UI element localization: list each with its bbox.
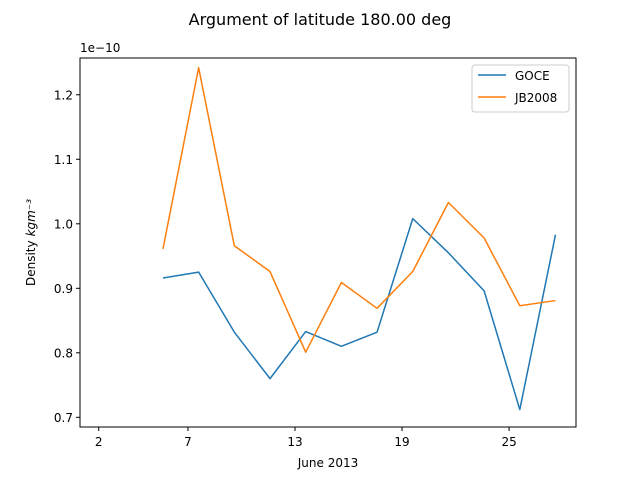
- x-tick-label: 7: [184, 435, 192, 449]
- x-tick-label: 25: [501, 435, 516, 449]
- y-tick-label: 1.2: [54, 88, 73, 102]
- legend-label-jb2008: JB2008: [514, 91, 557, 105]
- x-tick-label: 2: [95, 435, 103, 449]
- y-axis-label-unit: kgm⁻³: [24, 199, 38, 237]
- y-tick-label: 1.0: [54, 217, 73, 231]
- series-line-jb2008: [162, 66, 556, 353]
- chart-title: Argument of latitude 180.00 deg: [189, 10, 452, 29]
- y-tick-label: 0.8: [54, 346, 73, 360]
- legend-frame: [471, 64, 570, 113]
- y-axis-label-text: Density: [24, 240, 38, 286]
- axes-frame: [79, 57, 577, 428]
- y-offset-label: 1e−10: [80, 41, 120, 55]
- series-layer: [162, 66, 557, 411]
- series-line-goce: [162, 217, 557, 411]
- legend-label-goce: GOCE: [515, 69, 550, 83]
- x-tick-label: 13: [287, 435, 302, 449]
- y-axis-label: Density kgm⁻³: [24, 199, 38, 286]
- legend: GOCE JB2008: [471, 64, 570, 113]
- y-tick-label: 0.9: [54, 282, 73, 296]
- y-axis-ticks: 0.7 0.8 0.9 1.0 1.1 1.2: [54, 88, 80, 425]
- plot-area: [79, 57, 577, 428]
- x-tick-label: 19: [394, 435, 409, 449]
- y-tick-label: 1.1: [54, 153, 73, 167]
- x-axis-ticks: 2 7 13 19 25: [95, 427, 517, 449]
- x-axis-label: June 2013: [297, 456, 359, 470]
- y-tick-label: 0.7: [54, 411, 73, 425]
